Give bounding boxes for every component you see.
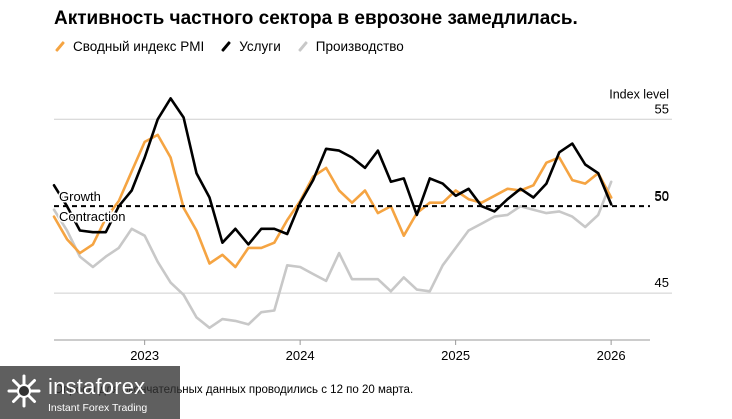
y-tick-label-50: 50 <box>655 189 669 204</box>
y-tick-label-50: 50 <box>655 188 669 203</box>
legend-item-composite: Сводный индекс PMI <box>54 39 204 54</box>
series-line-manufacturing <box>52 180 613 330</box>
y-tick-label-55: 55 <box>655 101 669 116</box>
legend-item-manufacturing: Производство <box>297 39 404 54</box>
series-line-services <box>52 97 613 246</box>
x-tick-label-2024: 2024 <box>286 348 315 363</box>
watermark-logo: instaforex Instant Forex Trading <box>0 366 180 419</box>
legend-item-services: Услуги <box>220 39 281 54</box>
instaforex-logo-icon <box>7 374 41 408</box>
contraction-label: Contraction <box>59 209 125 224</box>
growth-label: Growth <box>59 189 101 204</box>
x-tick-label-2023: 2023 <box>130 348 159 363</box>
legend-label-manufacturing: Производство <box>315 38 404 54</box>
watermark-tagline: Instant Forex Trading <box>48 402 148 414</box>
legend: Сводный индекс PMI Услуги Производство <box>54 37 420 55</box>
chart-title: Активность частного сектора в еврозоне з… <box>54 8 578 29</box>
y-tick-label-45: 45 <box>655 275 669 290</box>
y-unit-label: Index level <box>609 87 669 101</box>
x-tick-label-2025: 2025 <box>441 348 470 363</box>
x-tick-label-2026: 2026 <box>597 348 626 363</box>
legend-label-services: Услуги <box>239 38 281 54</box>
legend-label-composite: Сводный индекс PMI <box>73 38 205 54</box>
series-line-composite <box>52 133 613 269</box>
watermark-name: instaforex <box>48 374 146 399</box>
